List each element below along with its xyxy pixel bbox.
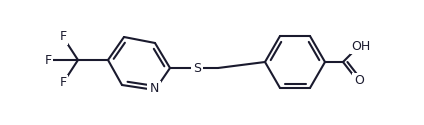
Text: F: F — [59, 30, 67, 44]
Text: N: N — [149, 82, 159, 96]
Text: S: S — [193, 62, 201, 74]
Text: O: O — [354, 74, 364, 88]
Text: F: F — [59, 76, 67, 90]
Text: F: F — [45, 54, 52, 66]
Text: OH: OH — [351, 40, 371, 52]
